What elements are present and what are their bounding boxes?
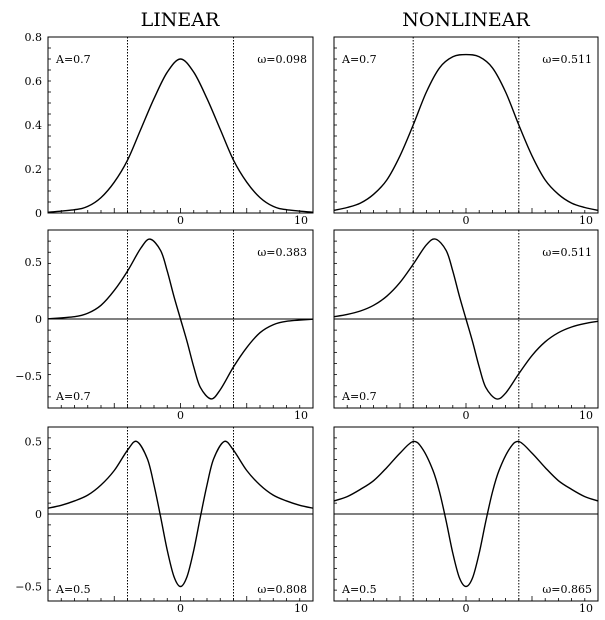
series-line: [333, 238, 599, 400]
y-tick-label: 0: [35, 207, 42, 220]
series-line: [47, 58, 314, 214]
annotation-label: A=0.7: [55, 390, 91, 403]
annotation-label: A=0.7: [55, 53, 91, 66]
x-tick-label: 0: [177, 214, 184, 227]
y-tick-label: 0.8: [25, 31, 43, 44]
y-tick-label: 0.6: [25, 75, 43, 88]
panel-r1c1: 0 10 ω=0.511 A=0.7: [333, 229, 599, 422]
series-line: [47, 440, 314, 588]
annotation-label: ω=0.098: [257, 53, 307, 66]
panel-r0c1: 0 10 A=0.7 ω=0.511: [333, 36, 599, 227]
panel-r0c0: 0 10 0 0.2 0.4 0.6 0.8 A=0.7 ω=0.098: [25, 31, 314, 227]
annotation-label: A=0.7: [341, 53, 377, 66]
x-tick-label: 0: [463, 409, 470, 422]
annotation-label: ω=0.808: [257, 583, 307, 596]
y-tick-label: 0.2: [25, 163, 43, 176]
annotation-label: A=0.7: [341, 390, 377, 403]
annotation-label: ω=0.383: [257, 246, 307, 259]
series-line: [47, 238, 314, 400]
annotation-label: ω=0.511: [542, 246, 592, 259]
panel-grid: 0 10 0 0.2 0.4 0.6 0.8 A=0.7 ω=0.098 0 10 A=0.7 ω=0.…: [15, 31, 599, 615]
series-line: [333, 53, 599, 212]
x-tick-label: 10: [294, 409, 308, 422]
x-tick-label: 10: [579, 214, 593, 227]
y-tick-label: 0.4: [25, 119, 43, 132]
series-line: [333, 440, 599, 588]
x-tick-label: 0: [463, 602, 470, 615]
y-tick-label: −0.5: [15, 581, 42, 594]
y-tick-label: 0.5: [25, 256, 43, 269]
x-tick-label: 10: [579, 409, 593, 422]
x-tick-label: 0: [177, 409, 184, 422]
column-title-linear: LINEAR: [141, 9, 220, 31]
annotation-label: A=0.5: [55, 583, 91, 596]
annotation-label: A=0.5: [341, 583, 377, 596]
x-tick-label: 0: [177, 602, 184, 615]
annotation-label: ω=0.511: [542, 53, 592, 66]
y-tick-label: 0.5: [25, 436, 43, 449]
column-title-nonlinear: NONLINEAR: [402, 9, 530, 31]
panel-r2c0: 0 10 0.5 0 −0.5 A=0.5 ω=0.808: [15, 426, 314, 615]
y-tick-label: 0: [35, 313, 42, 326]
x-tick-label: 10: [294, 214, 308, 227]
x-tick-label: 0: [463, 214, 470, 227]
panel-r1c0: 0 10 0.5 0 −0.5 ω=0.383 A=0.7: [15, 229, 314, 422]
x-tick-label: 10: [579, 602, 593, 615]
y-tick-label: −0.5: [15, 370, 42, 383]
panel-r2c1: 0 10 A=0.5 ω=0.865: [333, 426, 599, 615]
x-tick-label: 10: [294, 602, 308, 615]
annotation-label: ω=0.865: [542, 583, 592, 596]
y-tick-label: 0: [35, 508, 42, 521]
